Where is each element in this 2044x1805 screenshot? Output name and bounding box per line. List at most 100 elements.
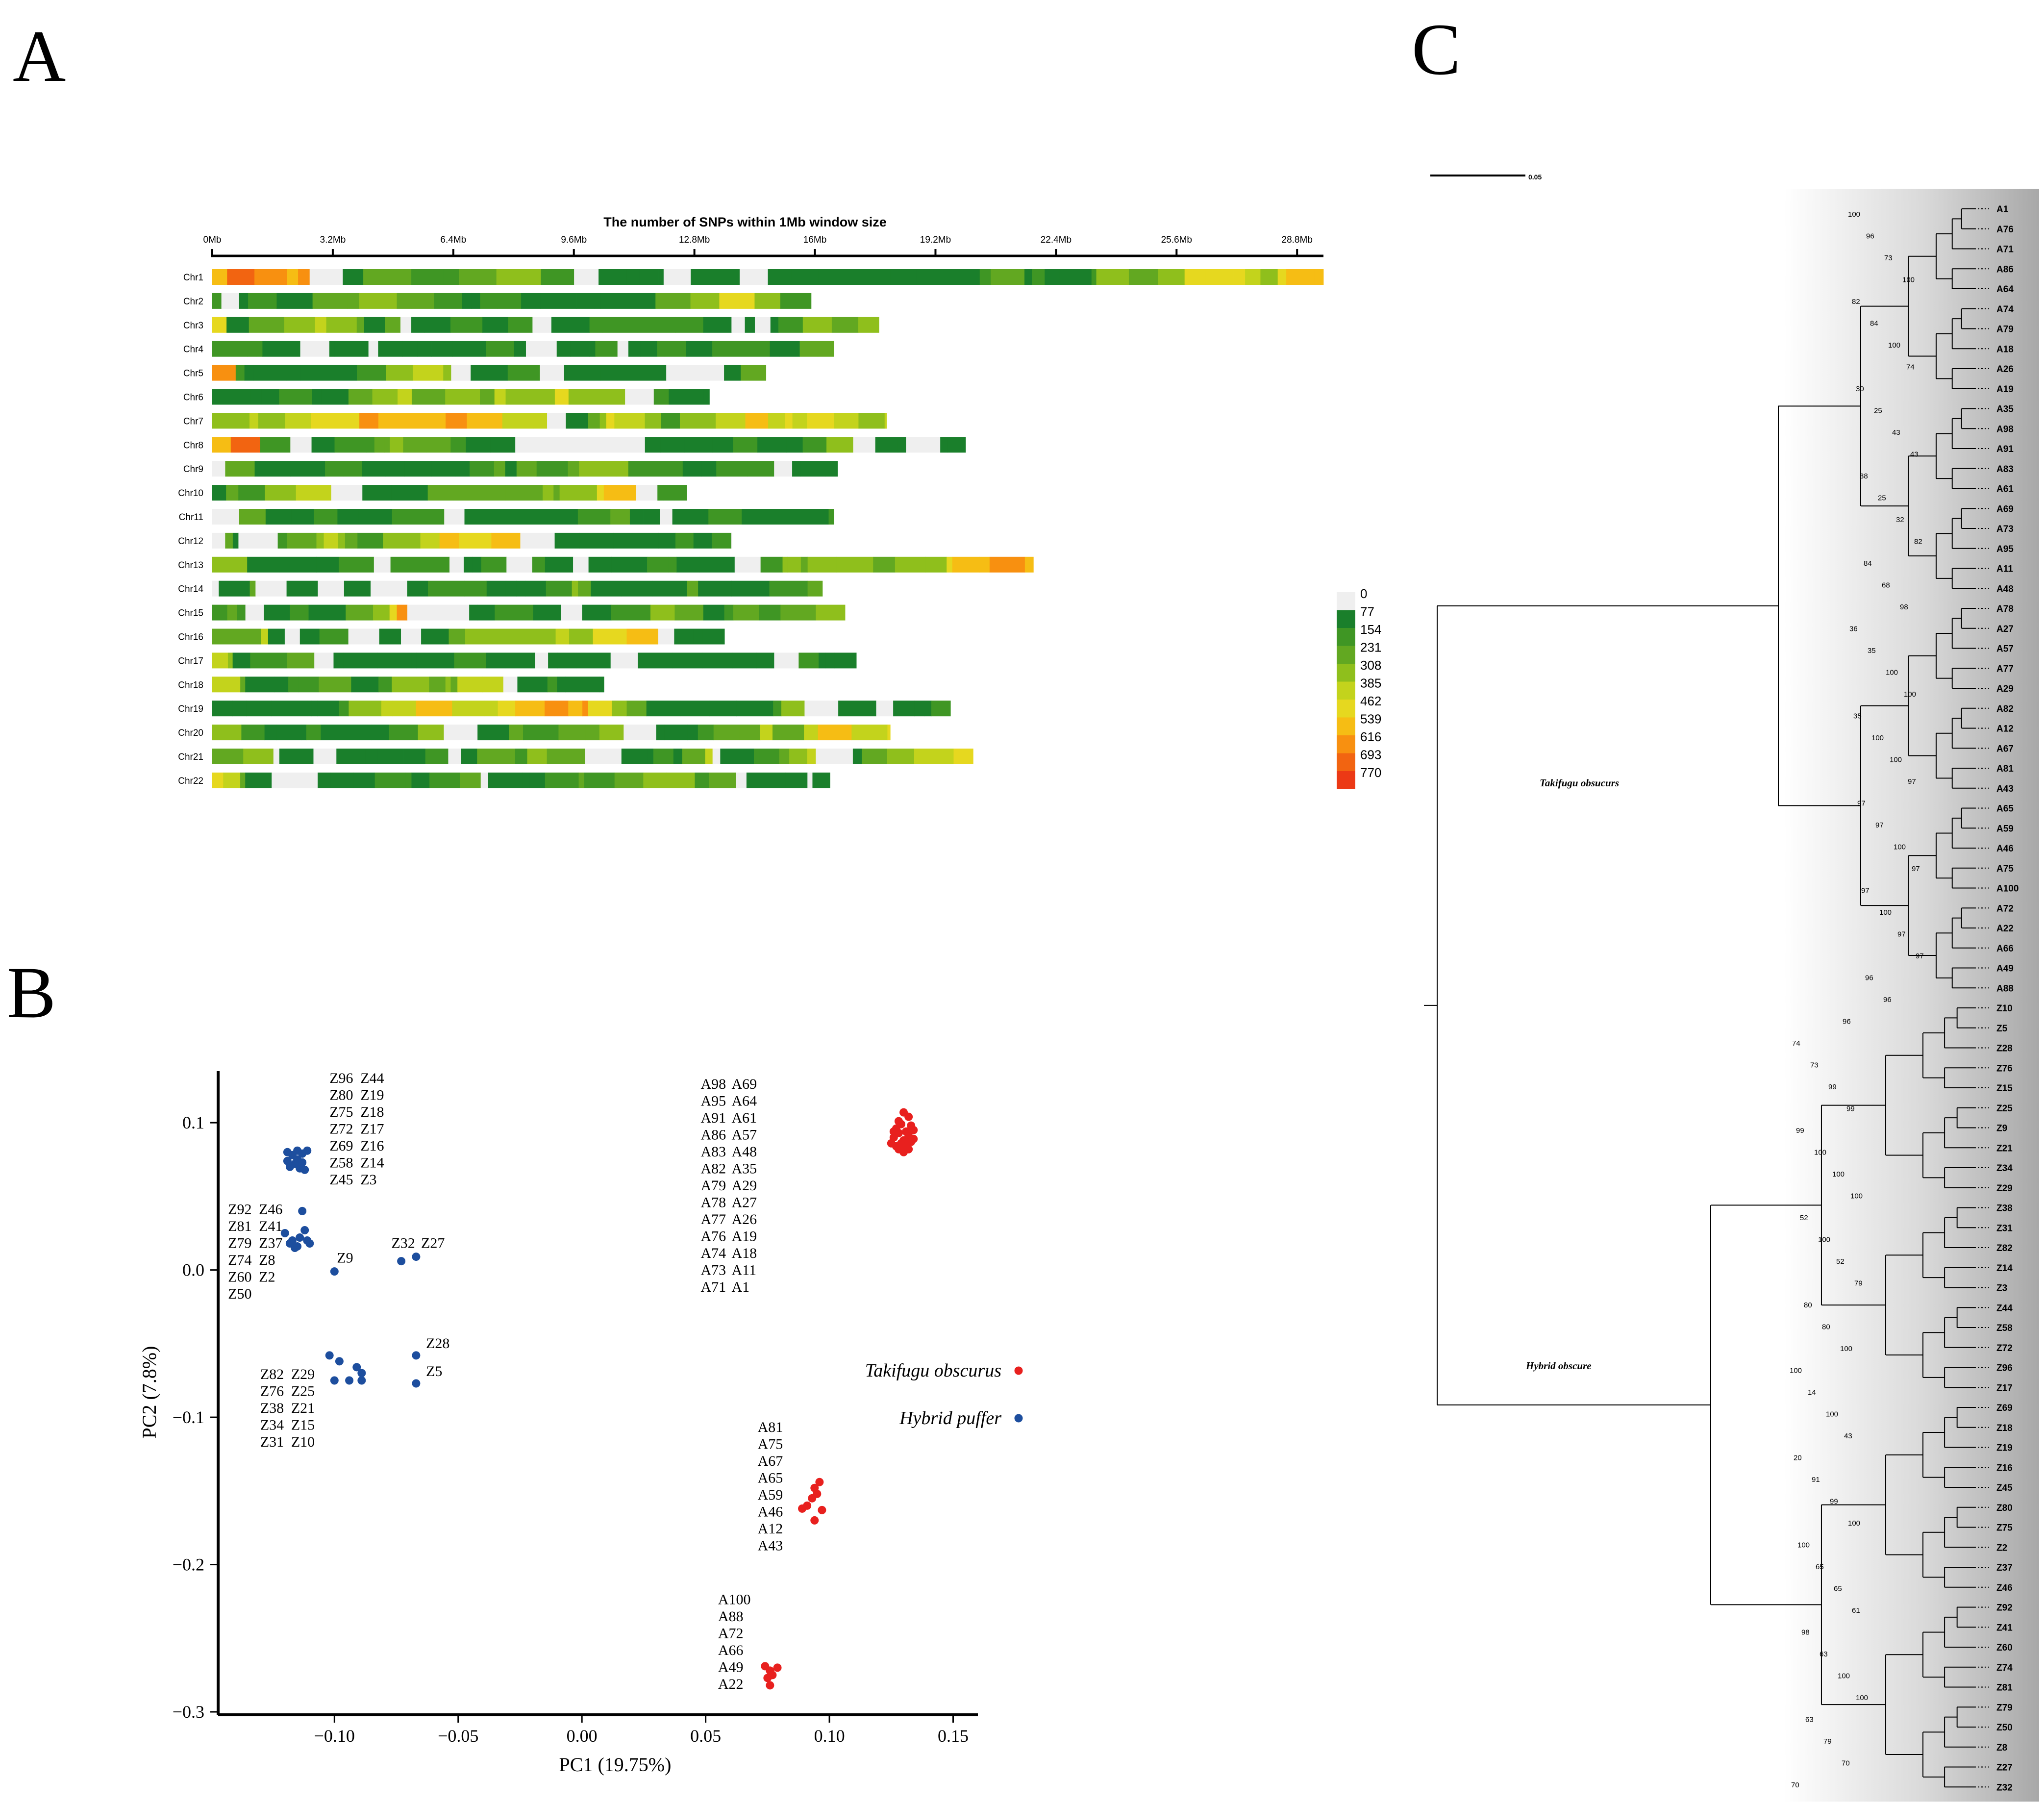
snp-window — [261, 389, 267, 405]
snp-window — [647, 749, 654, 764]
tree-tip-label: Z10 — [1996, 1003, 2013, 1014]
snp-window — [554, 701, 569, 717]
snp-window — [291, 509, 309, 525]
chromosome-label: Chr11 — [179, 512, 203, 523]
chromosome-label: Chr1 — [183, 273, 203, 283]
pca-point — [280, 1229, 289, 1238]
snp-window — [290, 437, 312, 453]
pca-sample-label: Z72 — [329, 1121, 353, 1137]
pca-sample-label: Z19 — [360, 1087, 384, 1103]
snp-window — [377, 269, 412, 285]
chromosome-label: Chr12 — [178, 536, 203, 547]
bootstrap-value: 100 — [1840, 1345, 1852, 1353]
snp-window — [593, 628, 627, 645]
snp-window — [780, 604, 816, 621]
snp-window — [652, 580, 688, 597]
tree-tip-label: Z79 — [1996, 1703, 2013, 1713]
snp-window — [582, 701, 589, 717]
snp-window — [212, 701, 233, 717]
pca-sample-label: A64 — [732, 1093, 757, 1109]
snp-window — [747, 461, 774, 477]
tree-tip-label: A88 — [1996, 983, 2014, 994]
snp-window — [353, 772, 362, 788]
snp-window — [622, 580, 652, 597]
pca-sample-label: A82 — [701, 1161, 726, 1177]
snp-window — [514, 341, 526, 357]
snp-window — [516, 580, 525, 597]
pca-sample-label: A46 — [758, 1504, 783, 1520]
pca-point — [909, 1126, 918, 1134]
bootstrap-value: 68 — [1882, 581, 1890, 590]
pca-y-tick-label: −0.3 — [173, 1702, 204, 1722]
snp-window — [570, 341, 590, 357]
panel-letter-c: C — [1412, 9, 1461, 90]
pca-sample-label: A12 — [758, 1521, 783, 1537]
pca-point — [894, 1117, 903, 1126]
snp-window — [516, 461, 537, 477]
snp-window — [212, 437, 231, 453]
snp-window — [373, 604, 390, 621]
tree-tip-label: Z15 — [1996, 1083, 2013, 1094]
snp-window — [471, 293, 480, 309]
snp-window — [255, 580, 287, 597]
snp-window — [334, 437, 367, 453]
bootstrap-value: 100 — [1838, 1672, 1850, 1680]
tree-tip-label: A91 — [1996, 444, 2014, 454]
snp-window — [395, 749, 404, 764]
snp-window — [802, 437, 827, 453]
pca-x-tick-label: 0.00 — [567, 1726, 598, 1746]
snp-window — [212, 556, 248, 573]
pca-point — [357, 1369, 366, 1378]
snp-window — [265, 509, 292, 525]
tree-tip-label: Z45 — [1996, 1483, 2013, 1493]
bootstrap-value: 70 — [1791, 1781, 1799, 1789]
snp-window — [416, 701, 452, 717]
snp-window — [488, 485, 506, 501]
tree-tip-label: Z72 — [1996, 1343, 2013, 1354]
chromosome-label: Chr4 — [183, 345, 204, 355]
tree-tip-label: A83 — [1996, 464, 2014, 475]
snp-window — [948, 269, 980, 285]
snp-window — [344, 580, 371, 597]
snp-window — [457, 556, 464, 573]
pca-sample-label: Z75 — [329, 1104, 353, 1120]
pca-sample-label: A59 — [758, 1487, 783, 1503]
pca-point — [810, 1516, 819, 1525]
snp-window — [226, 485, 239, 501]
snp-window — [503, 628, 532, 645]
snp-window — [568, 461, 579, 477]
snp-window — [731, 317, 745, 333]
snp-window — [816, 604, 846, 621]
snp-window — [533, 604, 562, 621]
snp-window — [1233, 269, 1246, 285]
tree-tip-label: A72 — [1996, 903, 2014, 914]
bootstrap-value: 96 — [1883, 996, 1892, 1004]
snp-window — [712, 341, 736, 357]
snp-window — [1091, 269, 1097, 285]
snp-window — [931, 701, 951, 717]
snp-window — [268, 628, 285, 645]
tree-tip-label: A66 — [1996, 944, 2014, 954]
pca-point — [300, 1226, 309, 1234]
tree-tip-label: Z74 — [1996, 1663, 2013, 1673]
snp-window — [719, 293, 740, 309]
pca-point — [397, 1257, 406, 1266]
snp-window — [733, 604, 759, 621]
snp-window — [472, 556, 482, 573]
tree-tip-label: Z75 — [1996, 1523, 2013, 1533]
snp-window — [273, 749, 280, 764]
snp-window — [989, 556, 1025, 573]
bootstrap-value: 99 — [1846, 1105, 1855, 1113]
snp-window — [800, 556, 808, 573]
snp-window — [547, 413, 566, 429]
snp-window — [1205, 269, 1234, 285]
snp-window — [232, 532, 239, 549]
snp-window — [240, 652, 250, 669]
bootstrap-value: 99 — [1830, 1498, 1838, 1506]
snp-window — [626, 269, 640, 285]
pca-point — [303, 1146, 312, 1155]
tree-tip-label: Z82 — [1996, 1243, 2013, 1253]
snp-window — [459, 269, 497, 285]
snp-window — [326, 317, 357, 333]
bootstrap-value: 100 — [1790, 1367, 1802, 1375]
